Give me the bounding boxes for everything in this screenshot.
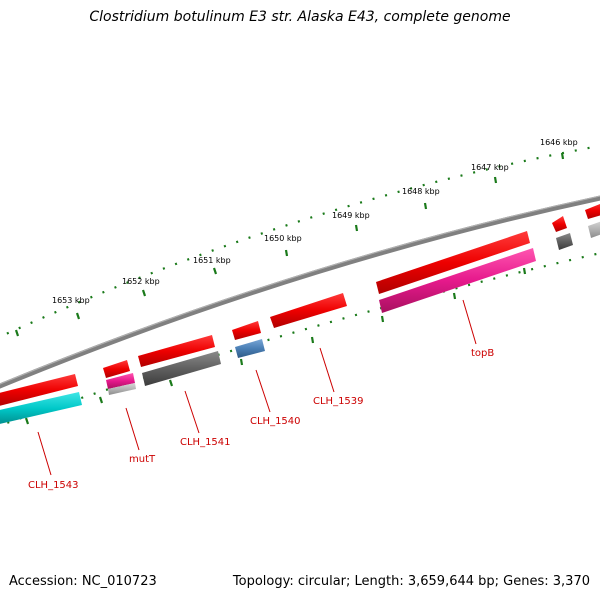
kbp-label-1651: 1651 kbp [193, 256, 231, 265]
kbp-label-1648: 1648 kbp [402, 187, 440, 196]
kbp-label-1649: 1649 kbp [332, 211, 370, 220]
gene-arrow[interactable] [0, 374, 78, 407]
gene-bar-clh1543[interactable] [0, 392, 82, 425]
gene-arrow-mutt[interactable] [103, 360, 130, 378]
gene-bar-mutt[interactable] [106, 373, 135, 389]
gene-label-mutt[interactable]: mutT [129, 454, 156, 465]
gene-bar-topb[interactable] [379, 248, 536, 313]
kbp-label-1650: 1650 kbp [264, 234, 302, 243]
accession-text: Accession: NC_010723 [9, 574, 157, 589]
map-title: Clostridium botulinum E3 str. Alaska E43… [89, 9, 511, 25]
gene-arrow-clh1539[interactable] [270, 293, 347, 328]
kbp-label-1653: 1653 kbp [52, 296, 90, 305]
label-leaders [37, 299, 477, 476]
kbp-labels: 1646 kbp 1647 kbp 1648 kbp 1649 kbp 1650… [52, 138, 578, 305]
gene-label-clh1539[interactable]: CLH_1539 [313, 396, 364, 407]
gene-arrow[interactable] [552, 216, 567, 232]
gene-label-clh1541[interactable]: CLH_1541 [180, 437, 231, 448]
gene-bar-clh1540[interactable] [235, 339, 265, 358]
kbp-label-1652: 1652 kbp [122, 277, 160, 286]
gene-label-clh1543[interactable]: CLH_1543 [28, 480, 79, 491]
forward-strand-genes [0, 202, 600, 407]
gene-arrow-clh1541[interactable] [138, 335, 215, 367]
gene-labels: topB CLH_1539 CLH_1540 CLH_1541 mutT CLH… [28, 348, 494, 491]
kbp-label-1647: 1647 kbp [471, 163, 509, 172]
gene-bar[interactable] [588, 220, 600, 238]
topology-text: Topology: circular; Length: 3,659,644 bp… [232, 574, 590, 589]
gene-label-clh1540[interactable]: CLH_1540 [250, 416, 301, 427]
outer-scale-ring [0, 144, 600, 338]
genome-backbone [0, 195, 600, 389]
kbp-label-1646: 1646 kbp [540, 138, 578, 147]
gene-label-topb[interactable]: topB [471, 348, 494, 359]
gene-arrow[interactable] [585, 202, 600, 219]
gene-arrow-clh1540[interactable] [232, 321, 261, 340]
gene-arrow-topb[interactable] [376, 231, 530, 294]
cog-strand-genes [0, 220, 600, 425]
gene-bar[interactable] [556, 233, 573, 250]
inner-scale-ring [0, 252, 600, 427]
gene-bar-mutt-lower[interactable] [108, 383, 136, 395]
gene-bar-clh1541[interactable] [142, 351, 221, 386]
